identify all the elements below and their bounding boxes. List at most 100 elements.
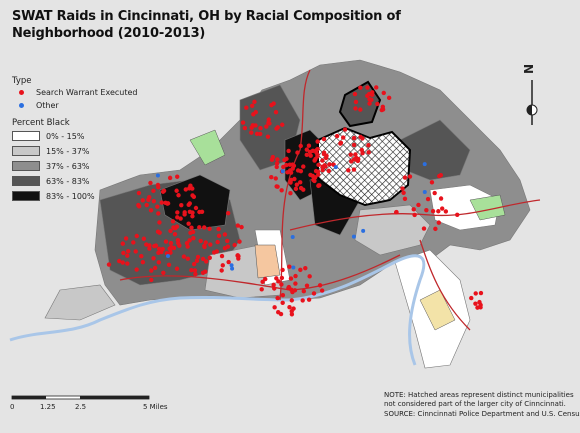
raid-point	[254, 131, 260, 136]
scale-label: 2.5	[75, 403, 87, 411]
other-point	[280, 169, 285, 174]
raid-point	[149, 277, 154, 283]
legend-label: 0% - 15%	[46, 131, 85, 141]
raid-point	[236, 256, 241, 261]
raid-point	[189, 225, 194, 230]
raid-point	[289, 298, 294, 303]
raid-point	[131, 240, 136, 245]
raid-point	[151, 188, 156, 194]
note: NOTE: Hatched areas represent distinct m…	[384, 391, 574, 408]
raid-point	[235, 223, 241, 228]
raid-point	[353, 106, 358, 111]
legend-label: Search Warrant Executed	[36, 88, 138, 97]
raid-point	[338, 140, 344, 146]
raid-point	[193, 205, 199, 211]
raid-point	[161, 270, 166, 276]
raid-point	[393, 210, 399, 215]
raid-point	[273, 109, 279, 115]
raid-point	[358, 107, 363, 112]
raid-point	[478, 302, 483, 308]
raid-point	[286, 148, 291, 154]
raid-point	[168, 228, 173, 234]
raid-point	[175, 210, 180, 215]
other-point	[290, 235, 295, 240]
raid-point	[367, 97, 372, 102]
raid-point	[425, 196, 431, 202]
raid-point	[207, 226, 212, 232]
raid-point	[292, 176, 297, 182]
raid-point	[155, 229, 161, 234]
raid-point	[289, 312, 295, 317]
raid-point	[323, 155, 329, 161]
raid-point	[192, 268, 198, 273]
other-point	[229, 263, 234, 268]
raid-point	[157, 220, 162, 225]
raid-point	[146, 197, 151, 202]
raid-point	[287, 162, 293, 167]
raid-point	[294, 182, 300, 187]
raid-point	[176, 240, 181, 246]
legend-item: 0% - 15%	[12, 131, 84, 141]
other-point	[422, 189, 427, 194]
raid-point	[280, 292, 286, 298]
raid-point	[123, 236, 129, 241]
raid-point	[436, 220, 442, 225]
raid-point	[176, 193, 181, 198]
legend-heading: Percent Black	[12, 118, 70, 128]
raid-point	[416, 202, 421, 208]
raid-point	[156, 250, 161, 255]
raid-point	[288, 180, 293, 185]
raid-point	[436, 209, 441, 214]
raid-point	[360, 136, 365, 141]
legend-label: Other	[36, 101, 59, 110]
raid-point	[275, 295, 280, 301]
raid-point	[291, 306, 296, 311]
raid-point	[440, 206, 445, 211]
raid-point	[216, 233, 222, 239]
source: SOURCE: Cinncinnati Police Department an…	[384, 410, 580, 418]
raid-point	[203, 269, 208, 274]
other-point	[333, 165, 338, 170]
raid-point	[401, 190, 406, 196]
raid-point	[360, 150, 365, 156]
legend-label: 15% - 37%	[46, 146, 90, 156]
raid-point	[166, 262, 172, 267]
neighborhood	[44, 284, 116, 321]
raid-point	[251, 112, 256, 117]
raid-point	[279, 282, 284, 287]
raid-point	[321, 136, 327, 142]
raid-point	[358, 85, 363, 90]
raid-point	[287, 305, 292, 310]
raid-point	[168, 240, 174, 246]
raid-point	[352, 91, 358, 97]
raid-point	[353, 99, 359, 105]
raid-point	[304, 147, 310, 152]
raid-point	[306, 143, 312, 148]
raid-point	[156, 211, 161, 216]
raid-point	[168, 250, 173, 255]
raid-point	[200, 256, 206, 262]
neighborhood	[354, 204, 431, 256]
raid-point	[237, 239, 242, 244]
raid-point	[273, 176, 278, 181]
raid-point	[407, 174, 413, 179]
legend-item: Other	[12, 101, 59, 110]
raid-point	[366, 143, 371, 148]
raid-point	[421, 226, 427, 231]
raid-point	[126, 249, 131, 254]
raid-point	[190, 214, 195, 219]
raid-point	[125, 261, 130, 266]
raid-point	[317, 283, 323, 288]
raid-point	[216, 226, 221, 232]
other-point	[422, 162, 427, 167]
raid-point	[136, 202, 141, 208]
raid-point	[156, 246, 162, 252]
raid-point	[219, 253, 225, 259]
raid-point	[186, 221, 191, 226]
raid-point	[187, 238, 192, 243]
raid-point	[280, 300, 285, 306]
raid-point	[295, 150, 300, 155]
raid-point	[175, 174, 180, 179]
raid-point	[313, 168, 319, 174]
